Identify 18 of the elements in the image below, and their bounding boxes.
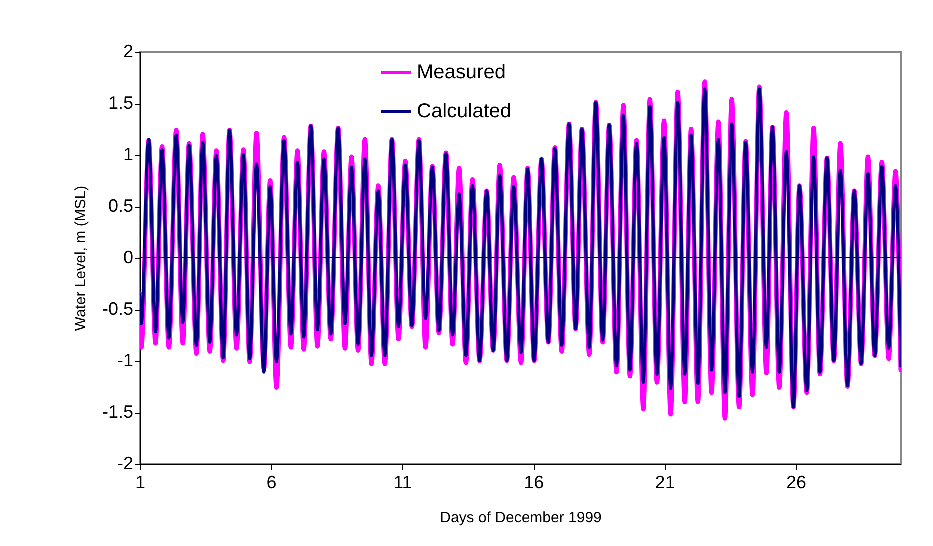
y-tick-label: 0.5 <box>108 196 134 216</box>
y-tick-label: -0.5 <box>102 299 134 319</box>
legend-label: Measured <box>417 62 506 84</box>
x-tick-label: 6 <box>266 472 277 492</box>
x-tick-label: 16 <box>524 472 544 492</box>
y-tick-label: 1.5 <box>108 93 134 113</box>
y-tick-label: 0 <box>123 248 134 268</box>
y-tick-label: -1 <box>117 350 134 370</box>
x-tick-label: 11 <box>394 472 412 492</box>
y-tick-label: 2 <box>123 42 134 62</box>
x-tick-label: 21 <box>655 472 676 492</box>
legend-label: Calculated <box>417 100 512 122</box>
y-tick-label: 1 <box>123 144 134 164</box>
y-tick-label: -1.5 <box>102 402 134 422</box>
y-tick-label: -2 <box>117 454 134 474</box>
y-axis-title: Water Level, m (MSL) <box>72 186 90 332</box>
x-axis-title: Days of December 1999 <box>440 510 602 526</box>
x-tick-label: 26 <box>786 472 807 492</box>
